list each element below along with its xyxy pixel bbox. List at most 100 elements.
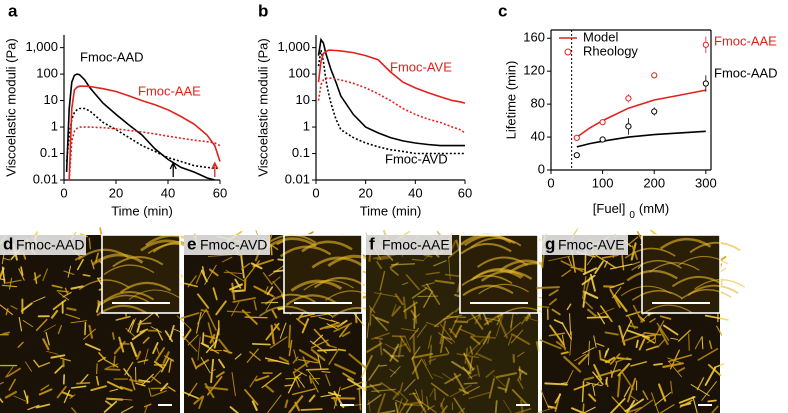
fiber <box>42 338 50 351</box>
fiber <box>662 362 684 368</box>
fiber <box>313 328 331 347</box>
fiber <box>469 346 474 355</box>
panel-label: e <box>187 234 196 253</box>
x-axis-label-unit: (mM) <box>639 201 669 216</box>
fiber <box>638 338 646 351</box>
x-axis-label-sub: 0 <box>629 210 635 221</box>
fiber <box>246 348 259 363</box>
fiber <box>271 309 278 319</box>
fiber <box>13 395 27 402</box>
fiber <box>164 330 173 343</box>
panel-label: f <box>369 234 375 253</box>
fiber <box>6 367 21 378</box>
y-tick-label: 120 <box>523 63 545 78</box>
fiber <box>321 370 331 373</box>
inset-border <box>459 234 539 314</box>
fiber <box>397 338 403 358</box>
y-tick-label: 0 <box>538 161 545 176</box>
data-line <box>68 126 221 180</box>
fiber <box>667 354 693 363</box>
fiber <box>1 284 18 288</box>
fiber <box>495 372 517 379</box>
y-tick-label: 1 <box>51 118 58 133</box>
fiber <box>292 356 299 364</box>
fiber <box>295 317 306 327</box>
fiber <box>502 399 512 413</box>
fiber <box>291 388 316 396</box>
fiber <box>225 269 246 283</box>
fiber <box>301 318 310 334</box>
fiber <box>193 395 204 405</box>
fiber <box>231 282 236 301</box>
fiber <box>468 391 491 400</box>
fiber <box>493 375 506 387</box>
fiber <box>466 314 481 322</box>
fiber <box>58 292 70 301</box>
fiber <box>240 262 251 270</box>
fiber <box>659 404 675 413</box>
fiber <box>497 386 508 391</box>
fiber <box>649 318 656 323</box>
fiber <box>270 245 273 256</box>
fiber <box>470 335 497 339</box>
fiber <box>662 324 679 336</box>
inset-fiber <box>631 259 682 271</box>
fiber <box>701 381 717 401</box>
fiber <box>470 312 484 330</box>
fiber <box>8 378 16 391</box>
fiber <box>561 322 573 340</box>
fiber <box>128 378 144 384</box>
inset-border <box>283 234 363 314</box>
fiber <box>423 291 433 308</box>
inset-fiber <box>102 291 155 303</box>
fiber <box>504 377 511 393</box>
fiber <box>318 316 336 323</box>
fiber <box>70 320 88 324</box>
inset-fiber <box>91 253 144 266</box>
fiber <box>22 320 34 328</box>
fiber <box>56 385 67 399</box>
fiber <box>127 319 135 333</box>
data-point <box>651 72 658 79</box>
y-tick-label: 100 <box>288 66 310 81</box>
fiber <box>456 353 480 359</box>
fiber <box>622 319 633 339</box>
x-axis-label: [Fuel] 0 (mM) <box>593 201 669 220</box>
fiber <box>106 381 123 390</box>
fiber <box>430 382 449 397</box>
fiber <box>150 369 162 382</box>
fiber <box>514 408 532 413</box>
fiber <box>195 311 202 334</box>
inset-border <box>101 234 181 314</box>
fiber <box>162 351 170 364</box>
fiber <box>573 383 591 391</box>
fiber <box>516 351 525 358</box>
fiber <box>270 324 275 345</box>
fiber <box>405 274 420 291</box>
y-tick-label: 0.01 <box>285 171 310 186</box>
inset-fiber <box>648 262 700 273</box>
fiber <box>253 285 274 298</box>
fiber <box>610 370 613 378</box>
fiber <box>76 381 91 385</box>
fiber <box>371 388 397 393</box>
y-tick-label: 10 <box>44 92 58 107</box>
inset-fiber <box>112 256 164 268</box>
fiber <box>370 292 382 313</box>
fiber <box>678 396 696 404</box>
fiber <box>293 360 311 374</box>
fiber <box>389 343 400 362</box>
fiber <box>70 385 87 389</box>
fiber <box>379 364 388 367</box>
fiber <box>594 260 604 274</box>
fiber <box>571 407 586 413</box>
fiber <box>103 400 118 413</box>
fiber <box>144 404 148 413</box>
inset-fiber <box>311 256 364 269</box>
inset-fiber <box>624 247 676 259</box>
fiber <box>333 322 353 333</box>
fiber <box>249 351 261 361</box>
data-point <box>651 108 658 115</box>
fiber <box>450 240 457 251</box>
fiber <box>312 334 324 345</box>
